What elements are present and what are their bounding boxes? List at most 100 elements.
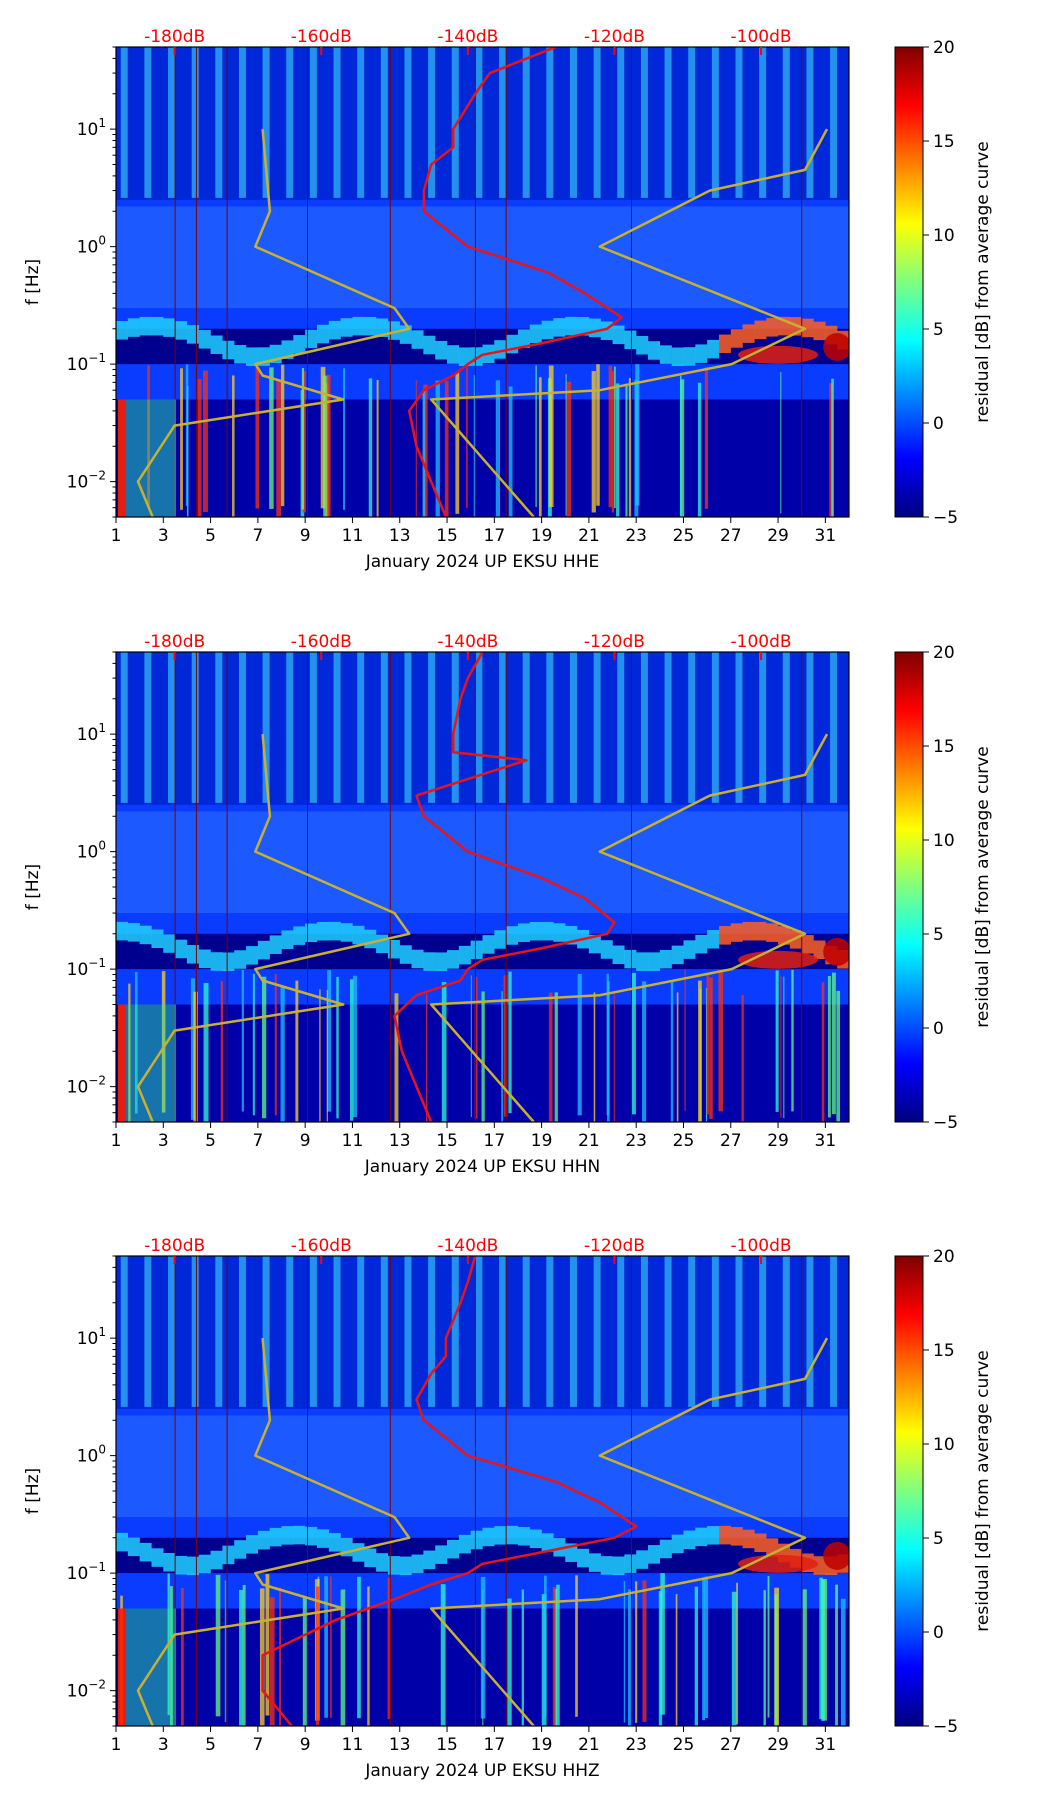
spectrogram-transient [635,1581,638,1723]
spectrogram-daily-stripe [191,1256,199,1407]
spectrogram-transient [350,979,354,1121]
y-tick-exponent: 1 [98,1325,106,1339]
spectrogram-ridge [778,926,791,945]
spectrogram-transient [118,1004,126,1122]
spectrogram-ridge [671,1534,684,1554]
x-axis-tick-label: 15 [436,1735,458,1755]
spectrogram-ridge [541,1533,554,1552]
y-tick-exponent: 1 [98,116,106,130]
y-tick-base: 10 [77,1329,99,1349]
x-axis-tick-label: 31 [815,1131,837,1151]
spectrogram-ridge [648,341,661,360]
spectrogram-daily-stripe [735,1256,743,1407]
spectrogram-ridge [269,1527,282,1547]
nhnm-curve [429,128,829,517]
spectrogram-transient [614,366,616,509]
spectrogram-ridge [506,1525,519,1545]
spectrogram-ridge [730,923,743,942]
y-tick-base: 10 [77,120,99,140]
spectrogram-transient [767,1576,770,1718]
x-axis-tick-label: 23 [625,526,647,546]
x-axis-tick-label: 19 [531,1131,553,1151]
spectrogram-ridge [565,316,578,336]
spectrogram-ridge [186,325,199,344]
colorbar-tick-label: 0 [933,414,944,434]
x-axis-tick-label: 9 [300,1131,311,1151]
spectrogram-ridge [328,921,341,941]
spectrogram-ridge [517,329,530,348]
spectrogram-transient [628,378,632,517]
spectrogram-ridge [175,1555,188,1575]
spectrogram-transient [741,995,744,1122]
spectrogram-ridge [222,1545,235,1565]
spectrogram-transient [704,1576,709,1719]
spectrogram-ridge [281,340,294,359]
spectrogram-transient [554,1588,558,1726]
x-axis-tick-label: 25 [673,1735,695,1755]
spectrogram-transient [698,980,702,1122]
spectrogram-transient [170,1586,173,1726]
y-axis-tick-label: 101 [77,116,106,140]
spectrogram-ridge [659,1539,672,1559]
y-axis-label: f [Hz] [23,864,43,910]
spectrogram-transient [327,970,332,1112]
spectrogram-transient [269,367,274,509]
x-axis-tick-label: 29 [767,1131,789,1151]
spectrogram-daily-stripe [168,652,176,803]
spectrogram-ridge [222,340,235,360]
spectrogram-daily-stripe [380,1256,388,1407]
spectrogram-ridge [447,1539,460,1559]
spectrogram-daily-stripe [475,47,483,198]
spectrogram-transient [697,382,702,517]
spectrogram-ridge [695,934,708,954]
spectrogram-daily-stripe [428,1256,436,1407]
y-tick-exponent: 0 [98,234,106,248]
spectrogram-transient [680,379,685,517]
x-axis-tick-label: 17 [484,1131,506,1151]
spectrogram-daily-stripe [475,652,483,803]
x-axis-tick-label: 3 [158,526,169,546]
y-tick-base: 10 [77,238,99,258]
spectrogram-transient [203,370,208,513]
spectrogram-ridge [671,945,684,965]
spectrogram-ridge [116,321,128,340]
spectrogram-daily-stripe [357,1256,365,1407]
spectrogram-daily-stripe [499,1256,507,1407]
spectrogram-ridge [399,1556,412,1576]
spectrogram-transient [819,1577,823,1720]
spectrogram-ridge [316,324,329,344]
top-axis-tick-label: -160dB [291,1236,352,1256]
y-axis-tick-label: 10−2 [67,469,106,493]
top-axis-tick-label: -120dB [584,27,645,47]
spectrogram-transient [676,992,679,1122]
spectrogram-ridge [671,347,684,367]
spectrogram-transient [330,1576,332,1718]
spectrogram-ridge [494,1526,507,1545]
spectrogram-daily-stripe [357,652,365,803]
spectrogram-ridge [707,930,720,949]
spectrogram-transient [538,377,542,517]
spectrogram-ridge [151,1548,164,1567]
spectrogram-ridge [198,949,211,969]
spectrogram-transient [780,372,782,514]
spectrogram-ridge [435,340,448,360]
spectrogram-daily-stripe [688,652,696,803]
spectrogram-daily-stripe [640,1256,648,1407]
spectrogram-transient [831,972,836,1115]
spectrogram-transient [607,981,610,1122]
spectrogram-daily-stripe [309,652,317,803]
spectrogram-daily-stripe [451,1256,459,1407]
spectrogram-ridge [210,335,223,354]
spectrogram-ridge [139,1542,152,1562]
top-axis-tick-label: -140dB [437,632,498,652]
spectrogram-transient [193,991,198,1122]
spectrogram-daily-stripe [617,47,625,198]
spectrogram-transient [232,375,235,517]
spectrogram-daily-stripe [830,1256,838,1407]
x-axis-tick-label: 11 [342,1735,364,1755]
y-axis-tick-label: 10−2 [67,1678,106,1702]
x-axis-tick-label: 5 [205,1735,216,1755]
spectrogram-transient [802,1589,807,1726]
x-axis-tick-label: 29 [767,526,789,546]
colorbar-tick-label: 5 [933,925,944,945]
